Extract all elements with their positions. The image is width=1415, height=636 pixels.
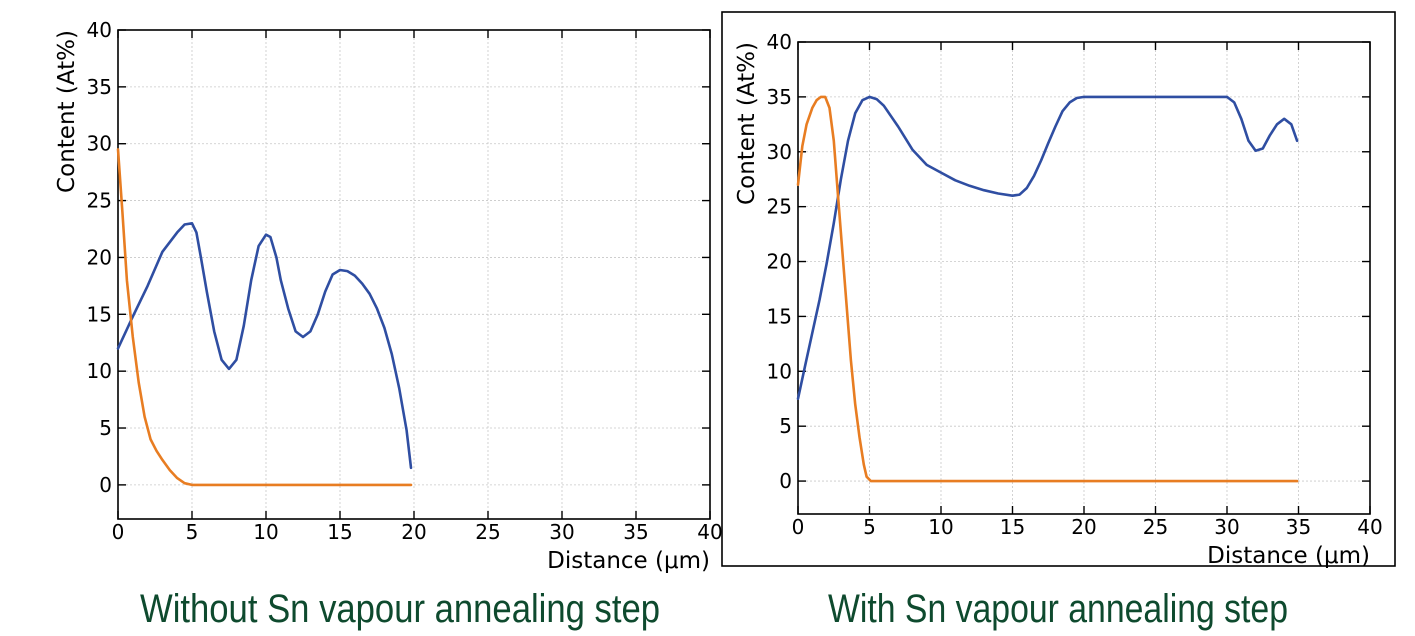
y-tick-label: 30 xyxy=(87,132,112,156)
chart-1: 0 5 10 15 20 25 30 35 40 0 5 10 15 20 25 30 35 40 Distance… xyxy=(54,18,723,631)
x-tick-label: 20 xyxy=(1071,515,1096,539)
series-line-orange xyxy=(116,148,413,487)
y-tick-label: 15 xyxy=(767,304,792,328)
chart-frame xyxy=(721,11,1396,567)
y-axis-label: Content (At%) xyxy=(734,42,760,205)
y-tick-label: 15 xyxy=(87,302,112,326)
y-tick-label: 10 xyxy=(767,359,792,383)
y-tick-label: 20 xyxy=(767,250,792,274)
x-tick-label: 0 xyxy=(792,515,805,539)
chart-caption: Without Sn vapour annealing step xyxy=(140,587,660,631)
y-tick-label: 25 xyxy=(767,195,792,219)
y-tick-label: 30 xyxy=(767,140,792,164)
y-axis-label: Content (At%) xyxy=(54,30,80,193)
x-axis-label: Distance (μm) xyxy=(547,548,710,574)
x-tick-label: 35 xyxy=(623,520,648,544)
y-tick-label: 5 xyxy=(779,414,792,438)
chart-2: 0 5 10 15 20 25 30 35 40 0 5 10 15 20 25 30 35 40 Distance… xyxy=(721,11,1396,631)
x-tick-label: 40 xyxy=(697,520,722,544)
y-tick-label: 35 xyxy=(767,85,792,109)
y-tick-label: 0 xyxy=(99,473,112,497)
series-line-blue xyxy=(796,95,1299,400)
y-tick-label: 10 xyxy=(87,359,112,383)
chart-caption: With Sn vapour annealing step xyxy=(828,587,1288,631)
x-tick-label: 0 xyxy=(112,520,125,544)
x-tick-label: 5 xyxy=(863,515,876,539)
y-tick-label: 5 xyxy=(99,416,112,440)
y-tick-label: 0 xyxy=(779,469,792,493)
series-line-orange xyxy=(796,95,1299,483)
x-tick-label: 40 xyxy=(1357,515,1382,539)
x-tick-label: 20 xyxy=(401,520,426,544)
x-tick-label: 5 xyxy=(186,520,199,544)
y-tick-label: 20 xyxy=(87,245,112,269)
x-tick-label: 15 xyxy=(327,520,352,544)
x-tick-label: 35 xyxy=(1286,515,1311,539)
x-tick-label: 10 xyxy=(253,520,278,544)
y-tick-label: 35 xyxy=(87,75,112,99)
x-tick-label: 30 xyxy=(1214,515,1239,539)
x-tick-label: 25 xyxy=(1143,515,1168,539)
x-axis-label: Distance (μm) xyxy=(1207,543,1370,569)
series-line-blue xyxy=(116,222,413,470)
y-tick-label: 25 xyxy=(87,189,112,213)
x-tick-label: 30 xyxy=(549,520,574,544)
x-tick-label: 10 xyxy=(928,515,953,539)
x-tick-label: 15 xyxy=(1000,515,1025,539)
y-tick-label: 40 xyxy=(767,30,792,54)
y-tick-label: 40 xyxy=(87,18,112,42)
x-tick-label: 25 xyxy=(475,520,500,544)
